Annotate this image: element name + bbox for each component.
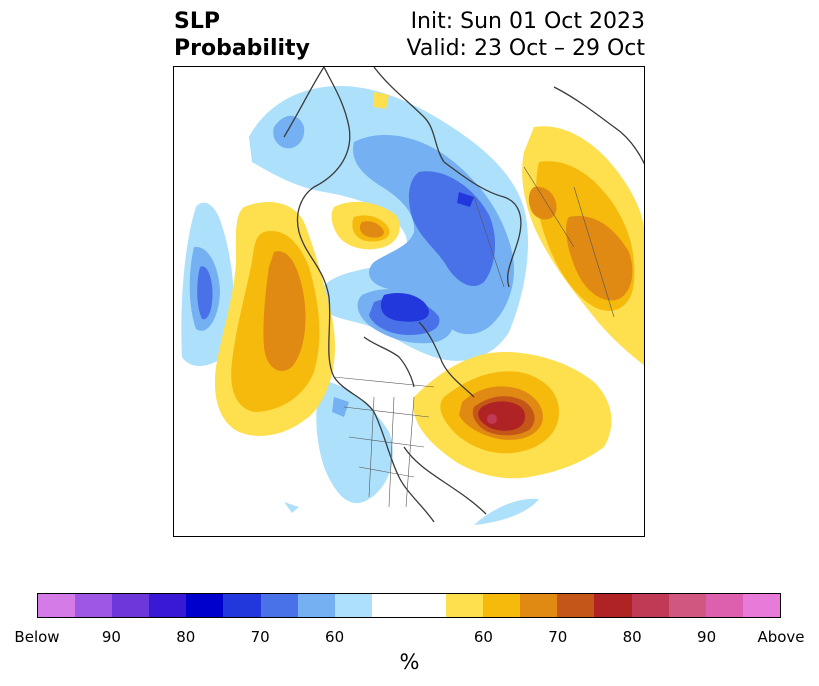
colorbar-tick-labels: Below 90 80 70 60 60 70 80 90 Above <box>14 628 804 648</box>
colorbar-segment <box>557 594 595 617</box>
colorbar-tick-label: Below <box>14 628 60 646</box>
above-normal-80-shading <box>263 186 633 440</box>
colorbar-tick-label: 70 <box>250 628 270 646</box>
coastlines <box>283 67 644 523</box>
colorbar <box>37 593 781 618</box>
colorbar-segment <box>446 594 484 617</box>
colorbar-segment <box>408 594 447 617</box>
colorbar-tick-label: Above <box>757 628 805 646</box>
blue-atlantic-sliver <box>474 498 539 525</box>
colorbar-segment <box>631 594 669 617</box>
colorbar-tick-label: 80 <box>176 628 196 646</box>
country-borders <box>333 166 615 508</box>
colorbar-tick-label: 80 <box>622 628 642 646</box>
blue-pacific-sliver <box>284 502 299 513</box>
colorbar-tick-label: 90 <box>101 628 121 646</box>
colorbar-tick-label: 90 <box>697 628 717 646</box>
colorbar-segment <box>149 594 187 617</box>
colorbar-tick-label: 60 <box>473 628 493 646</box>
title-probability: Probability <box>174 36 310 61</box>
colorbar-segment <box>520 594 558 617</box>
colorbar-segment <box>75 594 113 617</box>
colorbar-segment <box>705 594 743 617</box>
blue-central-us <box>316 382 393 504</box>
colorbar-tick-label: 60 <box>325 628 345 646</box>
valid-range: Valid: 23 Oct – 29 Oct <box>406 36 645 61</box>
colorbar-segment <box>38 594 76 617</box>
colorbar-segment <box>297 594 335 617</box>
title-left: SLP Probability <box>174 8 310 62</box>
title-slp: SLP <box>174 9 220 34</box>
init-date: Init: Sun 01 Oct 2023 <box>410 9 645 34</box>
colorbar-segment <box>112 594 150 617</box>
colorbar-segment <box>742 594 780 617</box>
title-right: Init: Sun 01 Oct 2023 Valid: 23 Oct – 29… <box>407 8 645 62</box>
colorbar-segment <box>371 594 409 617</box>
colorbar-segment <box>483 594 521 617</box>
colorbar-unit-label: % <box>399 650 420 674</box>
colorbar-segment <box>668 594 706 617</box>
below-normal-90-shading <box>380 192 474 322</box>
colorbar-tick-label: 70 <box>548 628 568 646</box>
colorbar-segment <box>334 594 372 617</box>
map-panel <box>173 66 645 537</box>
colorbar-segment <box>594 594 632 617</box>
colorbar-segment <box>260 594 298 617</box>
slp-probability-map <box>181 67 644 525</box>
colorbar-segment <box>223 594 261 617</box>
above-normal-peak <box>487 414 497 424</box>
colorbar-segment <box>186 594 224 617</box>
